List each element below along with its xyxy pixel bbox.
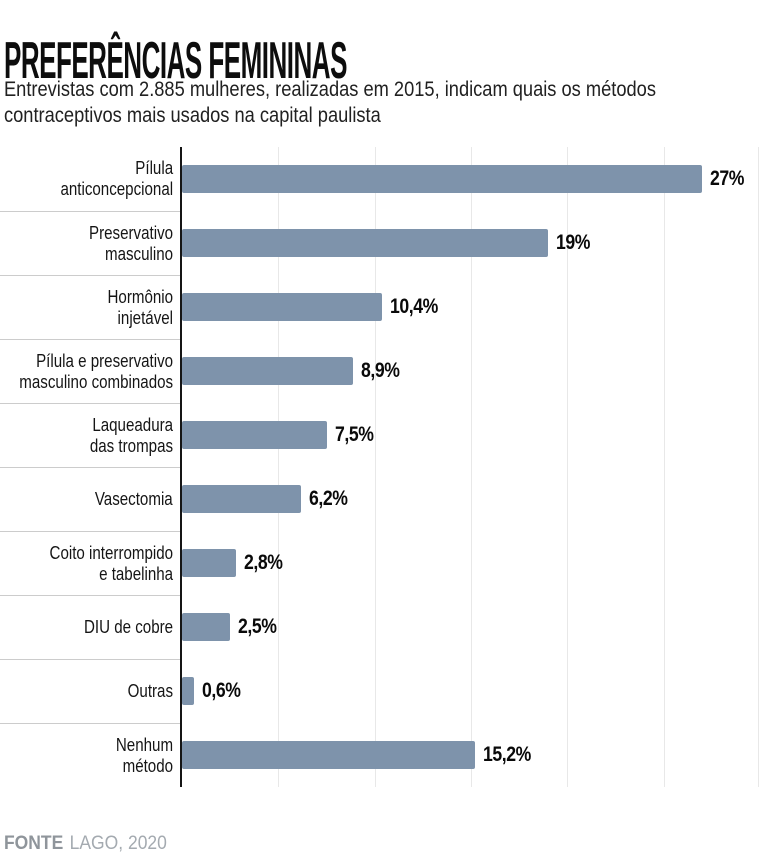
value-label: 27% bbox=[710, 167, 745, 190]
category-label-cell: DIU de cobre bbox=[0, 595, 182, 659]
gridline-30pct bbox=[758, 147, 759, 787]
chart-row: Coito interrompido e tabelinha 2,8% bbox=[0, 531, 760, 595]
gridlines-layer bbox=[182, 147, 760, 787]
source-value: LAGO, 2020 bbox=[69, 833, 167, 854]
gridline-5pct bbox=[278, 147, 280, 787]
bar-cell: 10,4% bbox=[182, 275, 760, 339]
category-label: Preservativo masculino bbox=[88, 222, 173, 264]
bar bbox=[182, 485, 302, 513]
value-label: 15,2% bbox=[482, 743, 531, 766]
chart-row: Vasectomia 6,2% bbox=[0, 467, 760, 531]
gridline-15pct bbox=[471, 147, 472, 787]
bar bbox=[182, 165, 703, 193]
category-label: Vasectomia bbox=[95, 489, 173, 509]
category-label-cell: Coito interrompido e tabelinha bbox=[0, 531, 182, 595]
category-label: Nenhum método bbox=[115, 734, 173, 776]
value-label: 19% bbox=[556, 231, 591, 254]
gridline-25pct bbox=[663, 147, 665, 787]
category-label-cell: Pílula anticoncepcional bbox=[0, 147, 182, 211]
value-label: 0,6% bbox=[201, 679, 241, 702]
bar bbox=[182, 741, 475, 769]
bar bbox=[182, 549, 236, 577]
bar-cell: 7,5% bbox=[182, 403, 760, 467]
category-label: Hormônio injetável bbox=[107, 286, 173, 328]
chart-rows: Pílula anticoncepcional 27% Preservativo… bbox=[0, 147, 760, 787]
bar-cell: 15,2% bbox=[182, 723, 760, 787]
category-label: Coito interrompido e tabelinha bbox=[49, 542, 173, 584]
source-label: FONTE bbox=[4, 833, 64, 854]
category-label-cell: Outras bbox=[0, 659, 182, 723]
chart-subtitle: Entrevistas com 2.885 mulheres, realizad… bbox=[4, 78, 656, 127]
gridline-20pct bbox=[567, 147, 569, 787]
chart-row: Laqueadura das trompas 7,5% bbox=[0, 403, 760, 467]
bar bbox=[182, 613, 231, 641]
bar-cell: 0,6% bbox=[182, 659, 760, 723]
category-label-cell: Laqueadura das trompas bbox=[0, 403, 182, 467]
category-label: Outras bbox=[127, 681, 173, 701]
category-label: DIU de cobre bbox=[83, 617, 173, 637]
chart-row: Hormônio injetável 10,4% bbox=[0, 275, 760, 339]
value-label: 7,5% bbox=[334, 423, 374, 446]
bar-cell: 2,5% bbox=[182, 595, 760, 659]
bar bbox=[182, 677, 194, 705]
chart-row: Pílula e preservativo masculino combinad… bbox=[0, 339, 760, 403]
category-label: Pílula e preservativo masculino combinad… bbox=[19, 350, 173, 392]
value-label: 8,9% bbox=[361, 359, 401, 382]
bar-chart: Pílula anticoncepcional 27% Preservativo… bbox=[0, 147, 760, 787]
value-label: 2,5% bbox=[238, 615, 277, 638]
bar bbox=[182, 357, 354, 385]
category-label-cell: Pílula e preservativo masculino combinad… bbox=[0, 339, 182, 403]
page-title: PREFERÊNCIAS FEMININAS bbox=[4, 31, 347, 90]
value-label: 6,2% bbox=[309, 487, 348, 510]
chart-row: Outras 0,6% bbox=[0, 659, 760, 723]
category-label: Laqueadura das trompas bbox=[89, 414, 173, 456]
bar-cell: 8,9% bbox=[182, 339, 760, 403]
source-footer: FONTE LAGO, 2020 bbox=[4, 833, 167, 855]
bar-cell: 2,8% bbox=[182, 531, 760, 595]
bar-cell: 19% bbox=[182, 211, 760, 275]
y-axis-line bbox=[180, 147, 182, 787]
category-label: Pílula anticoncepcional bbox=[60, 158, 173, 199]
bar bbox=[182, 421, 327, 449]
chart-row: Pílula anticoncepcional 27% bbox=[0, 147, 760, 211]
bar-cell: 27% bbox=[182, 147, 760, 211]
chart-row: Nenhum método 15,2% bbox=[0, 723, 760, 787]
value-label: 2,8% bbox=[243, 551, 283, 574]
chart-row: DIU de cobre 2,5% bbox=[0, 595, 760, 659]
category-label-cell: Preservativo masculino bbox=[0, 211, 182, 275]
bar-cell: 6,2% bbox=[182, 467, 760, 531]
bar bbox=[182, 293, 383, 321]
value-label: 10,4% bbox=[390, 295, 439, 318]
category-label-cell: Hormônio injetável bbox=[0, 275, 182, 339]
gridline-10pct bbox=[374, 147, 376, 787]
category-label-cell: Nenhum método bbox=[0, 723, 182, 787]
bar bbox=[182, 229, 549, 257]
chart-row: Preservativo masculino 19% bbox=[0, 211, 760, 275]
category-label-cell: Vasectomia bbox=[0, 467, 182, 531]
